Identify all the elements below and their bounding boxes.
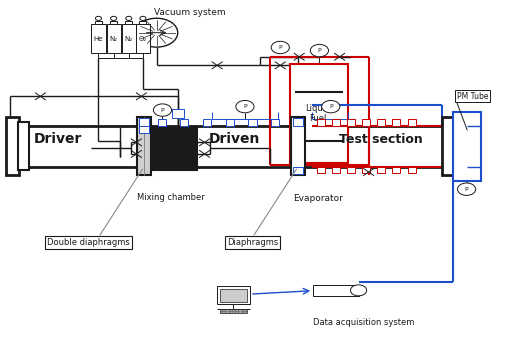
Text: Evaporator: Evaporator — [293, 194, 343, 203]
Text: Liquid
Fuel: Liquid Fuel — [306, 104, 331, 123]
Text: P: P — [278, 45, 282, 50]
Text: Data acquisition system: Data acquisition system — [313, 318, 414, 327]
Bar — [91, 24, 106, 53]
Bar — [290, 64, 348, 163]
Bar — [408, 167, 416, 173]
Bar — [392, 119, 400, 126]
Text: Mixing chamber: Mixing chamber — [137, 193, 205, 202]
Text: Driver: Driver — [34, 132, 82, 146]
Bar — [139, 21, 146, 24]
Bar — [442, 117, 453, 175]
Bar — [137, 117, 151, 175]
Bar — [203, 119, 211, 126]
Bar — [347, 167, 355, 173]
Bar — [136, 24, 150, 53]
Text: P: P — [318, 48, 321, 53]
Circle shape — [458, 183, 476, 195]
Bar — [293, 118, 303, 126]
Circle shape — [322, 100, 340, 113]
Text: Vacuum system: Vacuum system — [154, 8, 226, 17]
Text: P: P — [161, 108, 164, 112]
Circle shape — [310, 44, 328, 57]
Circle shape — [154, 104, 172, 116]
Bar — [293, 167, 303, 174]
Bar — [377, 167, 385, 173]
Text: O₂: O₂ — [139, 36, 147, 42]
Bar — [18, 122, 29, 170]
Bar — [95, 21, 102, 24]
Text: P: P — [465, 187, 469, 192]
Bar — [248, 119, 257, 126]
Bar — [392, 167, 400, 173]
Text: N₂: N₂ — [125, 36, 133, 42]
Bar — [217, 286, 250, 304]
Bar — [347, 119, 355, 126]
Bar — [408, 119, 416, 126]
Bar — [271, 119, 279, 126]
Circle shape — [135, 18, 178, 47]
Bar — [158, 119, 166, 126]
Bar — [226, 119, 234, 126]
Bar — [317, 119, 325, 126]
Bar — [139, 118, 149, 126]
Bar — [220, 289, 247, 302]
Bar — [317, 167, 325, 173]
Text: Test section: Test section — [339, 133, 423, 146]
Text: Diaphragms: Diaphragms — [227, 238, 278, 247]
Text: P: P — [329, 104, 333, 109]
Bar — [332, 167, 340, 173]
Circle shape — [126, 17, 132, 21]
Bar — [6, 117, 19, 175]
Bar — [144, 127, 197, 170]
Bar — [110, 21, 117, 24]
Bar — [220, 309, 247, 313]
Bar — [139, 126, 149, 133]
Bar — [291, 117, 305, 175]
Text: N₂: N₂ — [110, 36, 118, 42]
Circle shape — [271, 41, 289, 54]
Bar — [362, 167, 370, 173]
Bar — [332, 119, 340, 126]
Circle shape — [95, 17, 102, 21]
Circle shape — [111, 17, 117, 21]
Text: PM Tube: PM Tube — [457, 92, 488, 101]
Circle shape — [140, 17, 146, 21]
Bar — [107, 24, 121, 53]
Bar — [180, 119, 188, 126]
Circle shape — [350, 285, 367, 296]
Text: Double diaphragms: Double diaphragms — [47, 238, 130, 247]
Bar — [125, 21, 132, 24]
Bar — [313, 285, 359, 296]
Bar — [362, 119, 370, 126]
Bar — [122, 24, 136, 53]
Bar — [453, 112, 481, 181]
Bar — [377, 119, 385, 126]
Bar — [172, 109, 184, 118]
Text: He: He — [94, 36, 103, 42]
Text: P: P — [243, 104, 247, 109]
Text: Driven: Driven — [209, 132, 261, 146]
Circle shape — [236, 100, 254, 113]
